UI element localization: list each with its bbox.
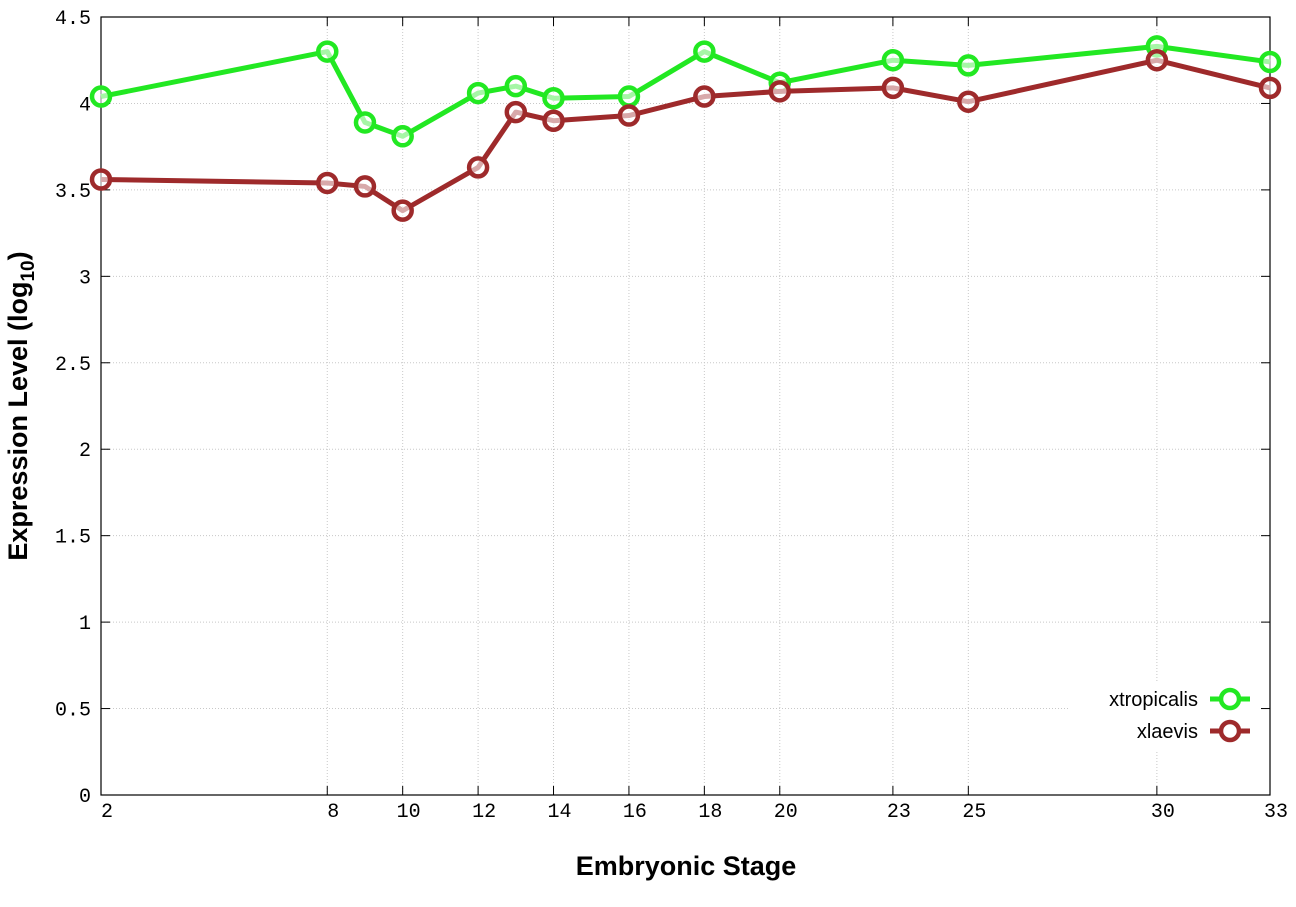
y-tick-label: 3 [79, 267, 91, 290]
data-point [542, 109, 565, 132]
data-point [617, 104, 641, 127]
data-point [391, 199, 414, 222]
y-axis-title-main: Expression Level (log [3, 282, 33, 561]
data-point [391, 125, 414, 148]
legend-label: xtropicalis [1109, 689, 1198, 711]
data-point [353, 111, 377, 134]
data-point [881, 48, 905, 72]
y-tick-label: 0.5 [55, 700, 91, 723]
legend: xtropicalis xlaevis [1070, 681, 1260, 751]
x-tick-label: 33 [1264, 801, 1288, 824]
y-tick-label: 1 [79, 613, 91, 636]
x-tick-label: 16 [623, 801, 647, 824]
data-point [693, 40, 716, 63]
plot-frame [100, 16, 1271, 796]
x-tick-label: 10 [397, 801, 421, 824]
data-point [466, 81, 490, 105]
x-tick-label: 20 [774, 801, 798, 824]
data-point [881, 76, 905, 100]
data-point [1145, 48, 1169, 72]
data-point [768, 80, 792, 103]
data-point [542, 87, 565, 110]
y-axis-title-sub: 10 [18, 260, 39, 281]
data-point [89, 85, 113, 108]
y-tick-label: 2 [79, 440, 91, 463]
legend-label: xlaevis [1137, 721, 1198, 743]
y-tick-label: 4 [79, 94, 91, 117]
x-tick-label: 8 [327, 801, 339, 824]
data-point [504, 100, 528, 124]
x-tick-label: 23 [887, 801, 911, 824]
y-tick-label: 0 [79, 786, 91, 809]
x-axis-title: Embryonic Stage [576, 851, 797, 881]
data-point [957, 90, 980, 113]
x-tick-label: 30 [1151, 801, 1175, 824]
x-tick-label: 2 [101, 801, 113, 824]
y-tick-label: 1.5 [55, 527, 91, 550]
x-tick-label: 14 [548, 801, 572, 824]
data-point [617, 85, 641, 108]
data-point [316, 171, 339, 195]
data-point [1258, 50, 1282, 74]
data-point [1258, 76, 1282, 100]
data-point [353, 175, 377, 198]
data-point [89, 168, 113, 191]
y-tick-label: 2.5 [55, 354, 91, 377]
x-tick-label: 25 [962, 801, 986, 824]
y-tick-label: 3.5 [55, 181, 91, 204]
x-tick-label: 18 [698, 801, 722, 824]
x-tick-label: 12 [472, 801, 496, 824]
data-point [693, 85, 716, 108]
data-point [466, 156, 490, 179]
data-point [316, 40, 339, 63]
legend-marker [1218, 719, 1242, 743]
y-tick-label: 4.5 [55, 8, 91, 31]
data-point [957, 54, 980, 77]
y-axis-title-end: ) [3, 251, 33, 260]
data-point [504, 74, 528, 98]
y-axis-title: Expression Level (log10) [3, 251, 39, 560]
legend-marker [1218, 687, 1242, 711]
